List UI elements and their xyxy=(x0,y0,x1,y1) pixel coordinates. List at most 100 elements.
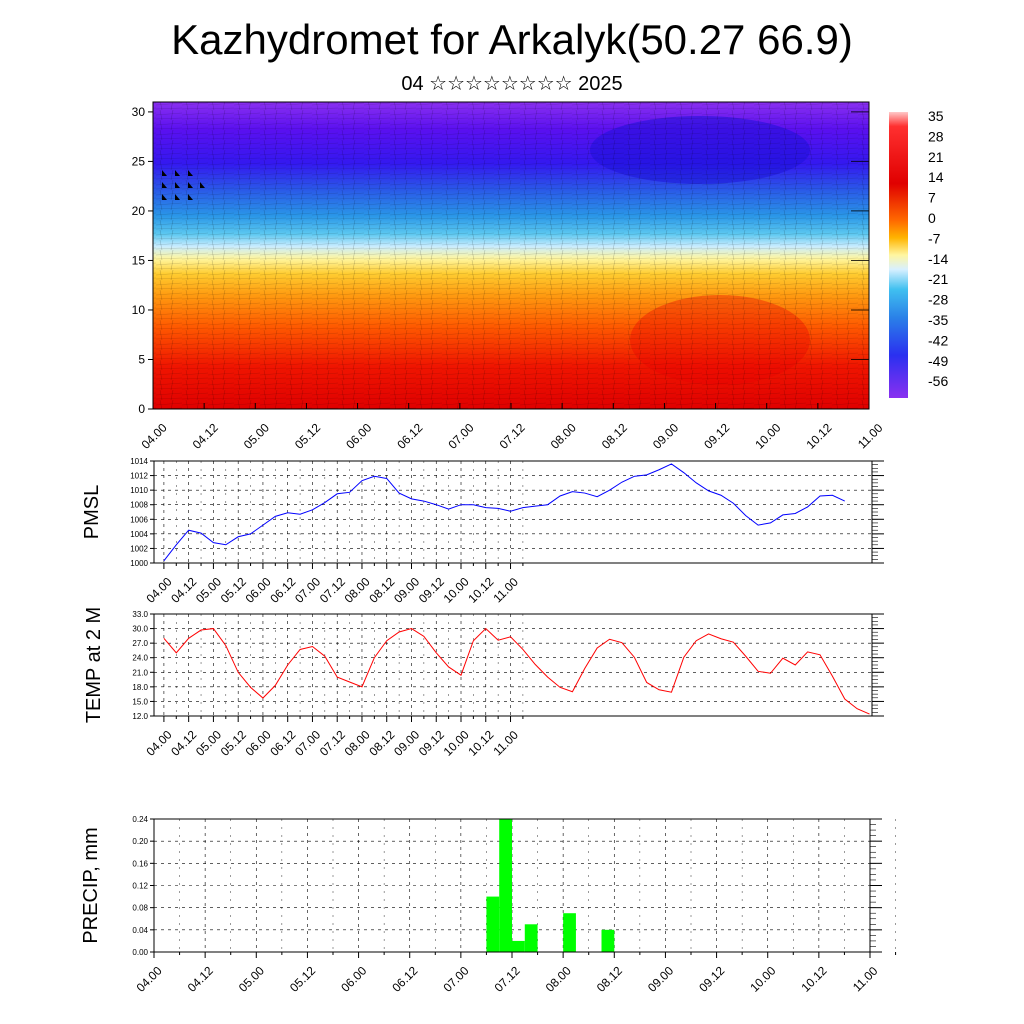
colorbar-label: 0 xyxy=(928,210,936,226)
x-tick-label: 08.00 xyxy=(543,963,574,994)
y-tick-label: 0.04 xyxy=(132,926,148,935)
y-tick-label: 5 xyxy=(138,352,145,366)
colorbar-label: -14 xyxy=(928,251,948,267)
colorbar: 35 28 21 14 7 0 -7 -14 -21 -28 -35 -42 -49 -56 xyxy=(889,108,948,398)
wind-barb-flag xyxy=(188,194,193,200)
pmsl-line xyxy=(163,463,845,562)
x-tick-label: 08.12 xyxy=(366,574,397,605)
x-tick-label: 09.00 xyxy=(650,420,681,451)
y-tick-label: 1012 xyxy=(130,472,148,481)
x-tick-label: 07.12 xyxy=(492,963,523,994)
wind-barb-texture xyxy=(153,102,869,409)
x-tick-label: 09.12 xyxy=(416,727,447,758)
x-tick-label: 09.12 xyxy=(701,420,732,451)
colorbar-label: -42 xyxy=(928,332,948,348)
precip-bar xyxy=(486,896,500,952)
precip-bar xyxy=(524,924,538,952)
y-tick-label: 0.00 xyxy=(132,948,148,957)
colorbar-label: 28 xyxy=(928,128,944,144)
x-tick-label: 10.00 xyxy=(441,574,472,605)
panel-frame xyxy=(153,460,873,564)
y-tick-label: 12.0 xyxy=(132,712,148,721)
y-tick-label: 18.0 xyxy=(132,683,148,692)
y-tick-label: 1008 xyxy=(130,501,148,510)
colorbar-label: 35 xyxy=(928,108,944,124)
x-tick-label: 04.00 xyxy=(144,727,175,758)
precip-bar xyxy=(601,929,615,952)
x-tick-label: 11.00 xyxy=(855,421,886,452)
colorbar-label: 14 xyxy=(928,169,944,185)
precip-bar xyxy=(499,819,512,952)
x-tick-label: 08.00 xyxy=(342,574,373,605)
x-tick-label: 04.12 xyxy=(185,963,216,994)
x-tick-label: 07.12 xyxy=(317,727,348,758)
x-tick-label: 10.12 xyxy=(803,420,834,451)
wind-barb-flag xyxy=(175,182,180,188)
y-tick-label: 1000 xyxy=(130,559,148,568)
page-title: Kazhydromet for Arkalyk(50.27 66.9) xyxy=(171,16,853,63)
x-tick-label: 05.00 xyxy=(236,963,267,994)
y-tick-label: 0.08 xyxy=(132,904,148,913)
x-tick-label: 05.12 xyxy=(287,963,318,994)
x-tick-label: 05.00 xyxy=(193,574,224,605)
x-tick-label: 09.12 xyxy=(696,963,727,994)
y-tick-label: 30 xyxy=(132,105,146,119)
y-tick-label: 0.12 xyxy=(132,882,148,891)
y-tick-label: 0.16 xyxy=(132,859,148,868)
x-tick-label: 10.00 xyxy=(752,420,783,451)
panel-frame xyxy=(153,613,873,717)
colorbar-label: -56 xyxy=(928,373,948,389)
wind-barb-flag xyxy=(162,194,167,200)
wind-barb-flag xyxy=(175,194,180,200)
x-tick-label: 04.00 xyxy=(139,420,170,451)
precip-bar xyxy=(512,940,525,952)
x-tick-label: 08.12 xyxy=(594,963,625,994)
temp-ylabel: TEMP at 2 M xyxy=(83,607,105,723)
wind-barb-flag xyxy=(188,170,193,176)
x-tick-label: 11.00 xyxy=(490,728,521,759)
x-tick-label: 09.12 xyxy=(416,574,447,605)
x-tick-label: 11.00 xyxy=(490,575,521,606)
x-tick-label: 10.00 xyxy=(441,727,472,758)
x-tick-label: 08.00 xyxy=(548,420,579,451)
y-tick-label: 1014 xyxy=(130,457,148,466)
x-tick-label: 04.12 xyxy=(190,420,221,451)
y-tick-label: 24.0 xyxy=(132,654,148,663)
x-tick-label: 05.12 xyxy=(218,574,249,605)
x-tick-label: 10.12 xyxy=(798,963,829,994)
pmsl-panel: 1000 1002 1004 1006 1008 1010 1012 1014 04.0004.… xyxy=(81,457,884,606)
y-tick-label: 1010 xyxy=(130,486,148,495)
x-tick-label: 09.00 xyxy=(391,727,422,758)
y-tick-label: 1004 xyxy=(130,530,148,539)
x-tick-label: 06.12 xyxy=(394,420,425,451)
y-tick-label: 21.0 xyxy=(132,668,148,677)
x-tick-label: 04.00 xyxy=(134,963,165,994)
y-tick-label: 10 xyxy=(132,303,146,317)
x-tick-label: 08.00 xyxy=(342,727,373,758)
wind-barb-flag xyxy=(175,170,180,176)
x-tick-label: 06.12 xyxy=(389,963,420,994)
x-tick-label: 04.12 xyxy=(168,727,199,758)
y-tick-label: 20 xyxy=(132,204,146,218)
temp-line xyxy=(163,627,870,715)
x-tick-label: 07.12 xyxy=(497,420,528,451)
y-tick-label: 25 xyxy=(132,154,146,168)
y-tick-label: 1002 xyxy=(130,544,148,553)
colorbar-gradient xyxy=(889,112,908,398)
wind-barb-flag xyxy=(162,182,167,188)
cross-section-panel: 0 5 10 15 20 25 30 04.00 04.12 05.00 05.12 06.00 06… xyxy=(132,101,886,452)
x-tick-label: 06.12 xyxy=(267,727,298,758)
x-tick-label: 06.00 xyxy=(338,963,369,994)
y-tick-label: 33.0 xyxy=(132,610,148,619)
y-tick-label: 15 xyxy=(132,253,146,267)
x-tick-label: 10.12 xyxy=(465,727,496,758)
x-tick-label: 07.00 xyxy=(292,574,323,605)
x-tick-label: 06.12 xyxy=(267,574,298,605)
y-tick-label: 0 xyxy=(138,402,145,416)
y-tick-label: 27.0 xyxy=(132,639,148,648)
x-tick-label: 07.00 xyxy=(445,420,476,451)
colorbar-label: -28 xyxy=(928,292,948,308)
y-tick-label: 0.20 xyxy=(132,837,148,846)
y-tick-label: 30.0 xyxy=(132,625,148,634)
